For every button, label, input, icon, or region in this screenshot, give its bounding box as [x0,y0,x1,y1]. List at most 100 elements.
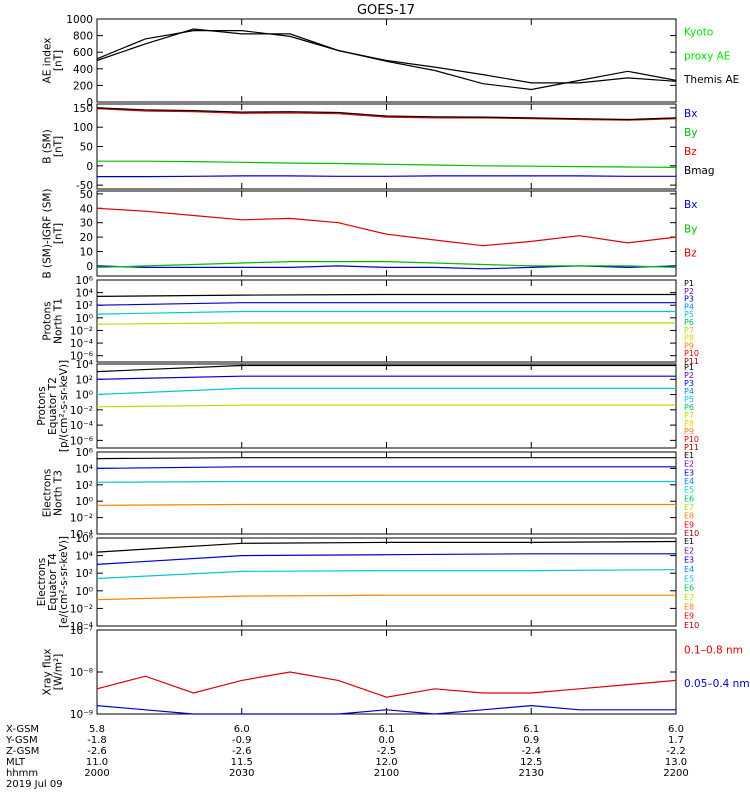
y-axis-label: Electrons [42,469,54,518]
footer-value: 2030 [229,768,254,779]
y-tick-label: 10⁶ [75,447,93,459]
footer-value: 13.0 [665,757,687,768]
series-line [96,540,677,553]
legend-entry: E1 [684,537,694,546]
series-line [96,466,676,469]
footer-row-label: X-GSM [6,724,39,735]
y-tick-label: 10⁴ [75,359,93,371]
legend-entry: E3 [684,556,694,565]
legend-entry: 0.1–0.8 nm [684,645,743,657]
legend-entry: E8 [684,512,694,521]
y-tick-label: 10⁻⁸ [70,667,93,679]
footer-row-label: Z-GSM [6,746,39,757]
legend-entry: E2 [684,460,694,469]
footer-row-label: hhmm [6,768,38,779]
legend-entry: P4 [684,302,694,311]
legend-entry: P8 [684,334,694,343]
series-line [96,457,676,460]
y-axis-label: B (SM)-IGRF (SM) [42,188,54,278]
panel-ae: 1000 800 600 400 200 0 AE index [nT] Kyoto proxy … [42,14,740,109]
footer-value: 0.9 [523,735,539,746]
y-tick-label: 10⁻² [70,603,93,615]
series-line [96,28,677,84]
y-axis-label: [nT] [53,136,65,157]
legend-entry: P10 [684,349,699,358]
y-axis-label: Xray flux [42,649,54,696]
series-line [96,480,676,483]
footer-value: -1.8 [87,735,107,746]
legend-entry: proxy AE [684,50,730,62]
series-line [96,387,676,396]
series-line [96,503,676,506]
series-line [96,364,676,373]
footer-value: 2000 [84,768,109,779]
legend-entry: Kyoto [684,27,713,39]
legend-entry: P7 [684,326,694,335]
legend-entry: E6 [684,494,694,503]
y-tick-label: 10² [75,568,93,580]
footer-value: -2.4 [521,746,541,757]
footer-value: -2.2 [666,746,686,757]
series-line [96,553,676,565]
y-tick-label: 10⁰ [75,390,93,402]
legend-entry: P11 [684,443,699,452]
legend-entry: By [684,223,697,235]
legend-entry: E9 [684,612,694,621]
series-line [96,30,677,91]
y-tick-label: 10² [75,300,93,312]
series-line [96,310,676,315]
series-line [96,293,676,297]
y-tick-label: 10⁰ [75,586,93,598]
y-tick-label: 10⁰ [75,496,93,508]
legend-entry: Bz [684,146,697,158]
legend-entry: E5 [684,574,694,583]
y-tick-label: 10⁻² [70,405,93,417]
y-tick-label: 600 [73,47,93,59]
y-tick-label: 10 [80,247,93,259]
panel-frame [96,190,677,277]
y-axis-label: [e/(cm²-s-sr-keV)] [58,536,70,628]
legend-entry: P2 [684,371,694,380]
y-tick-label: 10⁻⁴ [70,338,93,350]
y-tick-label: 0 [86,161,93,173]
y-tick-label: 10⁻⁶ [70,351,93,363]
y-axis-label: [W/m²] [53,654,65,691]
footer-row-label: 2019 Jul 09 [6,779,63,790]
legend-entry: Bx [684,108,697,120]
y-tick-label: 50 [80,189,93,201]
footer-value: 6.1 [523,724,539,735]
y-axis-label: North T3 [53,470,65,516]
footer-value: 12.0 [375,757,397,768]
footer-value: 1.7 [668,735,684,746]
legend-entry: E5 [684,486,694,495]
y-tick-label: 10⁻⁷ [70,625,93,637]
footer-value: 6.0 [668,724,684,735]
y-tick-label: 200 [73,80,93,92]
y-axis-label: [p/(cm²-s-sr-keV)] [58,360,70,452]
series-line [96,322,676,325]
y-tick-label: -50 [76,180,93,192]
y-tick-label: 10² [75,480,93,492]
legend-entry: P11 [684,357,699,366]
panel-frame [96,629,677,715]
legend-entry: P2 [684,287,694,296]
y-tick-label: 50 [80,142,93,154]
series-line [96,375,676,380]
legend-entry: P9 [684,427,694,436]
y-tick-label: 10² [75,374,93,386]
y-tick-label: 100 [73,122,93,134]
y-tick-label: 10⁰ [75,313,93,325]
footer-value: -0.9 [232,735,252,746]
y-axis-label: AE index [42,38,54,84]
y-tick-label: 10⁻⁶ [70,435,93,447]
series-line [96,569,677,580]
legend-entry: E8 [684,602,694,611]
y-tick-label: 10⁴ [75,551,93,563]
y-tick-label: 400 [73,64,93,76]
legend-entry: P7 [684,411,694,420]
panel-e_equator: 10⁶ 10⁴ 10² 10⁰ 10⁻² 10⁻⁴ Electrons Equator T4[… [36,533,699,633]
legend-entry: P3 [684,295,694,304]
y-tick-label: 10⁻⁴ [70,621,93,633]
